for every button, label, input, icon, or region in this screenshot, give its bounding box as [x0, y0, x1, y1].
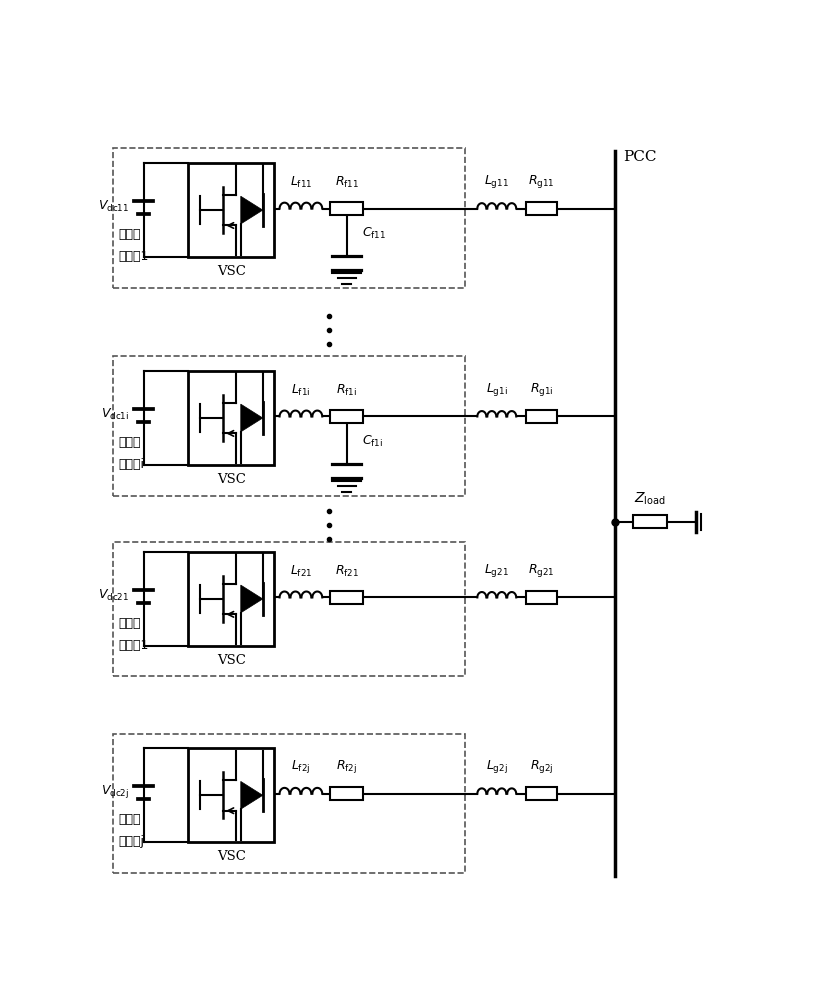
- Bar: [188, 748, 274, 842]
- Bar: [330, 410, 363, 423]
- Text: VSC: VSC: [217, 850, 246, 863]
- Bar: [330, 787, 363, 800]
- Polygon shape: [241, 585, 263, 613]
- Text: VSC: VSC: [217, 473, 246, 486]
- Text: $C_{\mathrm{f11}}$: $C_{\mathrm{f11}}$: [362, 226, 386, 241]
- Text: 逆変器j: 逆変器j: [118, 835, 144, 848]
- Text: $V_{\mathrm{dc1i}}$: $V_{\mathrm{dc1i}}$: [101, 407, 129, 422]
- Text: $R_{\mathrm{g1i}}$: $R_{\mathrm{g1i}}$: [530, 381, 554, 398]
- Text: VSC: VSC: [217, 654, 246, 667]
- Text: $V_{\mathrm{dc21}}$: $V_{\mathrm{dc21}}$: [98, 588, 129, 603]
- Text: $R_{\mathrm{f2j}}$: $R_{\mathrm{f2j}}$: [336, 758, 357, 775]
- Text: $L_{\mathrm{g1i}}$: $L_{\mathrm{g1i}}$: [486, 381, 508, 398]
- Text: 构网型: 构网型: [118, 436, 140, 449]
- Text: VSC: VSC: [217, 265, 246, 278]
- Text: $C_{\mathrm{f1i}}$: $C_{\mathrm{f1i}}$: [362, 434, 383, 449]
- Text: 跟网型: 跟网型: [118, 617, 140, 630]
- Text: 跟网型: 跟网型: [118, 813, 140, 826]
- Text: 逆変夨1: 逆変夨1: [118, 639, 149, 652]
- Bar: [114, 734, 466, 873]
- Bar: [330, 591, 363, 604]
- Text: $R_{\mathrm{f21}}$: $R_{\mathrm{f21}}$: [334, 564, 359, 579]
- Text: $R_{\mathrm{g2j}}$: $R_{\mathrm{g2j}}$: [530, 758, 554, 775]
- Text: $L_{\mathrm{g21}}$: $L_{\mathrm{g21}}$: [485, 562, 509, 579]
- Polygon shape: [241, 196, 263, 224]
- Text: $L_{\mathrm{f1i}}$: $L_{\mathrm{f1i}}$: [291, 383, 310, 398]
- Bar: [633, 515, 666, 528]
- Text: $L_{\mathrm{g2j}}$: $L_{\mathrm{g2j}}$: [486, 758, 508, 775]
- Text: $V_{\mathrm{dc2j}}$: $V_{\mathrm{dc2j}}$: [101, 783, 129, 800]
- Bar: [114, 542, 466, 676]
- Bar: [526, 787, 557, 800]
- Bar: [330, 202, 363, 215]
- Bar: [114, 148, 466, 288]
- Text: $R_{\mathrm{g11}}$: $R_{\mathrm{g11}}$: [528, 173, 554, 190]
- Text: $R_{\mathrm{f1i}}$: $R_{\mathrm{f1i}}$: [336, 383, 357, 398]
- Bar: [188, 371, 274, 465]
- Text: 构网型: 构网型: [118, 228, 140, 241]
- Polygon shape: [241, 781, 263, 809]
- Text: $R_{\mathrm{f11}}$: $R_{\mathrm{f11}}$: [334, 175, 359, 190]
- Bar: [526, 591, 557, 604]
- Bar: [188, 163, 274, 257]
- Text: $R_{\mathrm{g21}}$: $R_{\mathrm{g21}}$: [528, 562, 554, 579]
- Text: $Z_{\mathrm{load}}$: $Z_{\mathrm{load}}$: [634, 490, 666, 507]
- Bar: [188, 552, 274, 646]
- Text: 逆変夨1: 逆変夨1: [118, 250, 149, 263]
- Bar: [114, 356, 466, 496]
- Text: 逆変器i: 逆変器i: [118, 458, 144, 471]
- Text: $L_{\mathrm{f21}}$: $L_{\mathrm{f21}}$: [290, 564, 312, 579]
- Bar: [526, 410, 557, 423]
- Text: $L_{\mathrm{f11}}$: $L_{\mathrm{f11}}$: [290, 175, 312, 190]
- Bar: [526, 202, 557, 215]
- Text: $L_{\mathrm{f2j}}$: $L_{\mathrm{f2j}}$: [291, 758, 310, 775]
- Polygon shape: [241, 404, 263, 432]
- Text: $V_{\mathrm{dc11}}$: $V_{\mathrm{dc11}}$: [98, 199, 129, 214]
- Text: $L_{\mathrm{g11}}$: $L_{\mathrm{g11}}$: [485, 173, 509, 190]
- Text: PCC: PCC: [622, 150, 657, 164]
